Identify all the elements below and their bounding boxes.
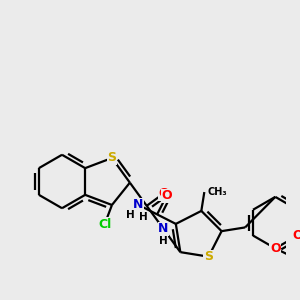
- Text: N: N: [133, 198, 144, 212]
- Text: O: O: [292, 229, 300, 242]
- Text: H: H: [159, 236, 168, 246]
- Text: CH₃: CH₃: [207, 187, 227, 197]
- Text: O: O: [270, 242, 280, 255]
- Text: H: H: [139, 212, 148, 222]
- Text: N: N: [158, 223, 169, 236]
- Text: S: S: [107, 152, 116, 164]
- Text: O: O: [161, 189, 172, 202]
- Text: S: S: [204, 250, 213, 263]
- Text: Cl: Cl: [98, 218, 111, 231]
- Text: O: O: [158, 187, 169, 200]
- Text: H: H: [126, 210, 135, 220]
